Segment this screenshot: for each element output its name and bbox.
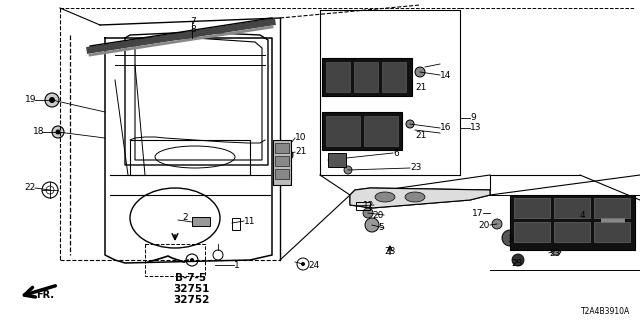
Circle shape (365, 218, 379, 232)
Text: 23: 23 (410, 164, 421, 172)
Circle shape (551, 245, 561, 255)
Text: T2A4B3910A: T2A4B3910A (580, 307, 630, 316)
Circle shape (301, 262, 305, 266)
Text: 18: 18 (33, 127, 44, 137)
Circle shape (283, 150, 293, 160)
Text: B-7-5: B-7-5 (175, 273, 207, 283)
Bar (322, 58, 412, 96)
Bar (273, 140, 291, 185)
Bar (192, 217, 210, 226)
Text: 22: 22 (25, 183, 36, 193)
Text: 23: 23 (384, 247, 396, 257)
Circle shape (45, 93, 59, 107)
Text: 32751: 32751 (173, 284, 209, 294)
Text: 3: 3 (508, 236, 513, 244)
Bar (328, 153, 346, 167)
Circle shape (344, 166, 352, 174)
Text: 20: 20 (372, 211, 384, 220)
Bar (275, 156, 289, 166)
Text: 23: 23 (511, 259, 523, 268)
Text: 2: 2 (182, 213, 188, 222)
Text: 21: 21 (415, 84, 426, 92)
Bar (382, 62, 406, 92)
Text: 7: 7 (190, 18, 196, 27)
Text: 32752: 32752 (173, 295, 209, 305)
Bar (130, 140, 250, 175)
Text: 23: 23 (549, 249, 561, 258)
Bar (275, 169, 289, 179)
Text: 4: 4 (580, 211, 586, 220)
Bar (326, 116, 360, 146)
Ellipse shape (405, 192, 425, 202)
Text: 17: 17 (472, 209, 483, 218)
Text: 24: 24 (308, 260, 319, 269)
Text: 16: 16 (440, 124, 451, 132)
Circle shape (406, 120, 414, 128)
Text: 21: 21 (295, 148, 307, 156)
Text: 20: 20 (479, 220, 490, 229)
Circle shape (56, 130, 61, 134)
Text: 12: 12 (363, 201, 374, 210)
Circle shape (492, 219, 502, 229)
Text: 14: 14 (440, 70, 451, 79)
Bar (356, 202, 370, 210)
Bar (600, 210, 625, 230)
Bar (322, 112, 402, 150)
Bar (510, 195, 635, 250)
Text: 9: 9 (470, 114, 476, 123)
Bar (354, 62, 378, 92)
Circle shape (190, 258, 194, 262)
Text: 1: 1 (234, 260, 240, 269)
Circle shape (52, 126, 64, 138)
Text: 10: 10 (295, 133, 307, 142)
Bar (554, 198, 590, 218)
Text: 6: 6 (393, 148, 399, 157)
Ellipse shape (375, 192, 395, 202)
Bar (594, 222, 630, 242)
Circle shape (363, 208, 373, 218)
Polygon shape (350, 188, 490, 208)
Text: 13: 13 (470, 124, 481, 132)
Bar (275, 143, 289, 153)
Bar (364, 116, 398, 146)
Bar (232, 218, 240, 230)
Text: 21: 21 (415, 132, 426, 140)
Text: FR.: FR. (36, 290, 54, 300)
Bar (594, 198, 630, 218)
Text: 8: 8 (190, 26, 196, 35)
Bar (514, 222, 550, 242)
Circle shape (502, 230, 518, 246)
Bar (145, 244, 205, 276)
Bar (554, 222, 590, 242)
Bar (514, 198, 550, 218)
Text: 19: 19 (24, 95, 36, 105)
Circle shape (415, 67, 425, 77)
Text: 5: 5 (378, 223, 384, 233)
Text: 11: 11 (244, 217, 255, 226)
Circle shape (512, 254, 524, 266)
Bar (326, 62, 350, 92)
Circle shape (49, 97, 55, 103)
